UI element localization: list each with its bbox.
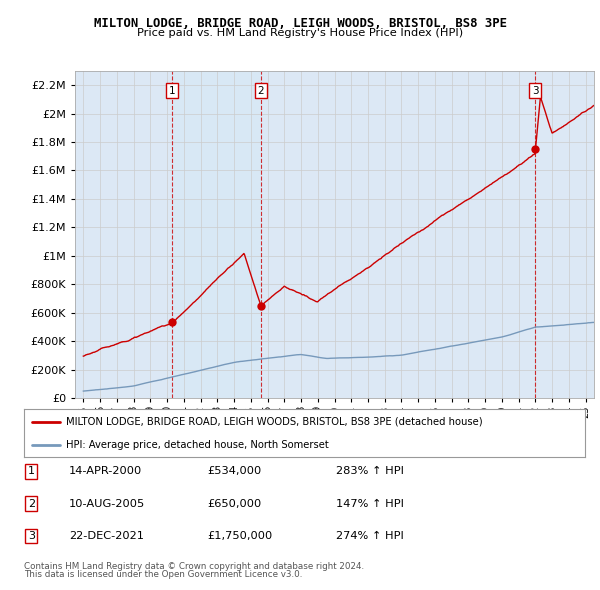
Text: MILTON LODGE, BRIDGE ROAD, LEIGH WOODS, BRISTOL, BS8 3PE (detached house): MILTON LODGE, BRIDGE ROAD, LEIGH WOODS, … bbox=[66, 417, 482, 427]
Text: 147% ↑ HPI: 147% ↑ HPI bbox=[336, 499, 404, 509]
Text: This data is licensed under the Open Government Licence v3.0.: This data is licensed under the Open Gov… bbox=[24, 571, 302, 579]
Text: 2: 2 bbox=[257, 86, 265, 96]
Text: 3: 3 bbox=[532, 86, 538, 96]
Text: HPI: Average price, detached house, North Somerset: HPI: Average price, detached house, Nort… bbox=[66, 440, 329, 450]
Text: 22-DEC-2021: 22-DEC-2021 bbox=[69, 531, 144, 541]
Text: Contains HM Land Registry data © Crown copyright and database right 2024.: Contains HM Land Registry data © Crown c… bbox=[24, 562, 364, 571]
Text: £1,750,000: £1,750,000 bbox=[207, 531, 272, 541]
Text: £650,000: £650,000 bbox=[207, 499, 261, 509]
Bar bbox=[172, 71, 261, 398]
Text: MILTON LODGE, BRIDGE ROAD, LEIGH WOODS, BRISTOL, BS8 3PE: MILTON LODGE, BRIDGE ROAD, LEIGH WOODS, … bbox=[94, 17, 506, 30]
Text: 283% ↑ HPI: 283% ↑ HPI bbox=[336, 466, 404, 476]
Text: 3: 3 bbox=[28, 531, 35, 541]
Text: £534,000: £534,000 bbox=[207, 466, 261, 476]
Text: 1: 1 bbox=[169, 86, 175, 96]
Text: 1: 1 bbox=[28, 466, 35, 476]
Text: 14-APR-2000: 14-APR-2000 bbox=[69, 466, 142, 476]
Text: Price paid vs. HM Land Registry's House Price Index (HPI): Price paid vs. HM Land Registry's House … bbox=[137, 28, 463, 38]
Text: 10-AUG-2005: 10-AUG-2005 bbox=[69, 499, 145, 509]
Text: 2: 2 bbox=[28, 499, 35, 509]
Text: 274% ↑ HPI: 274% ↑ HPI bbox=[336, 531, 404, 541]
